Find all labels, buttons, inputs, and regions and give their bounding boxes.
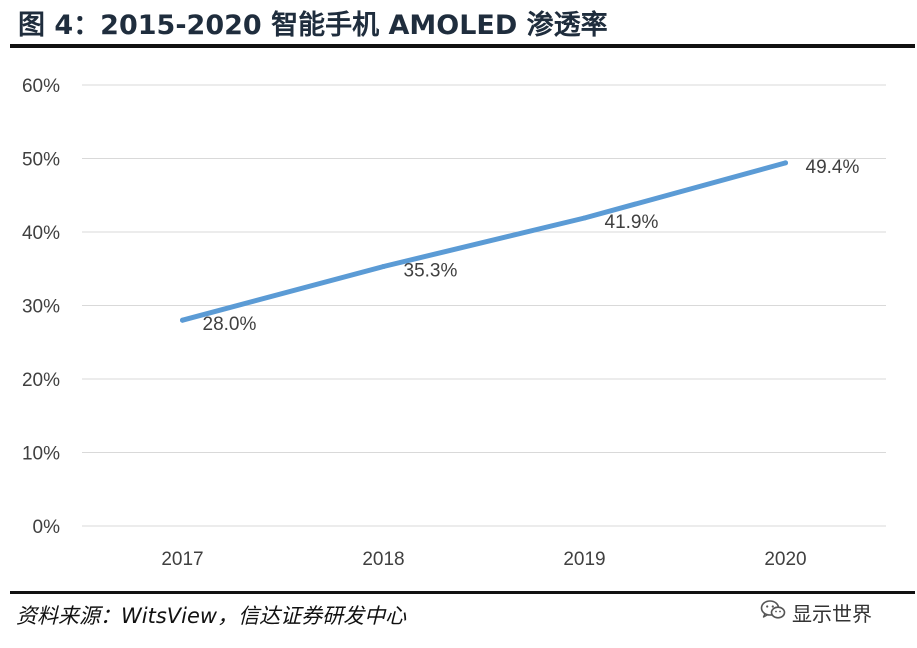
x-tick-label: 2020 bbox=[764, 549, 806, 570]
x-tick-label: 2019 bbox=[563, 549, 605, 570]
data-point bbox=[381, 264, 386, 270]
wechat-icon bbox=[760, 599, 786, 625]
chart-title: 图 4：2015-2020 智能手机 AMOLED 渗透率 bbox=[18, 10, 608, 41]
source-note: 资料来源：WitsView，信达证券研发中心 bbox=[16, 604, 407, 628]
y-tick-label: 0% bbox=[33, 517, 61, 538]
data-point bbox=[180, 317, 185, 323]
y-tick-label: 30% bbox=[22, 297, 60, 318]
y-tick-label: 40% bbox=[22, 223, 60, 244]
series-line bbox=[180, 160, 788, 323]
data-label: 35.3% bbox=[404, 261, 458, 282]
x-tick-label: 2018 bbox=[362, 549, 404, 570]
data-point bbox=[783, 160, 788, 166]
data-label: 41.9% bbox=[605, 212, 659, 233]
y-tick-label: 60% bbox=[22, 76, 60, 97]
line-chart: 0% 10% 20% 30% 40% 50% 60% 2017 2018 2019 2020 28.0… bbox=[22, 76, 886, 570]
y-tick-label: 10% bbox=[22, 444, 60, 465]
watermark: 显示世界 bbox=[760, 596, 872, 628]
data-point bbox=[582, 215, 587, 221]
x-tick-label: 2017 bbox=[161, 549, 203, 570]
footer-divider bbox=[10, 591, 915, 594]
title-divider bbox=[10, 44, 915, 48]
y-tick-label: 20% bbox=[22, 370, 60, 391]
watermark-label: 显示世界 bbox=[792, 601, 872, 626]
data-label: 28.0% bbox=[203, 314, 257, 335]
data-label: 49.4% bbox=[806, 157, 860, 178]
y-tick-label: 50% bbox=[22, 150, 60, 171]
